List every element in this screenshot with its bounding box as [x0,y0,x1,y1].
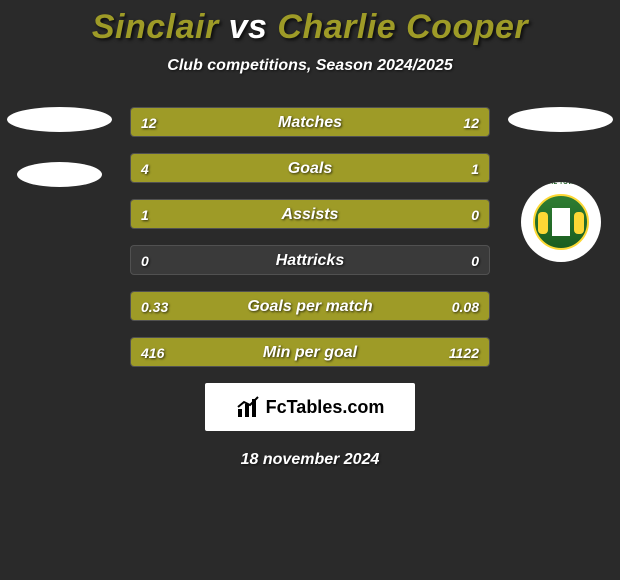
player2-photo-placeholder [508,107,613,132]
stat-value-right: 0 [471,200,479,229]
subtitle: Club competitions, Season 2024/2025 [0,57,620,75]
stat-row: Goals4 1 [130,153,490,183]
crest-ring-text: OVIL TOWN [521,182,601,186]
vs-text: vs [229,8,268,46]
snapshot-date: 18 november 2024 [0,451,620,469]
stat-value-right: 12 [463,108,479,137]
stat-value-left: 12 [141,108,157,137]
crest-tower-icon [552,208,570,236]
stat-value-left: 0 [141,246,149,275]
player1-badge [7,107,112,257]
stat-label: Hattricks [131,246,489,275]
stat-label: Goals per match [131,292,489,321]
stat-bars: Matches1212Goals41Assists10Hattricks00Go… [130,107,490,367]
stat-value-right: 0 [471,246,479,275]
stat-label: Assists [131,200,489,229]
stat-value-right: 1 [471,154,479,183]
fctables-text: FcTables.com [266,397,385,418]
stat-value-left: 416 [141,338,164,367]
fctables-logo: FcTables.com [205,383,415,431]
player1-name: Sinclair [92,8,219,46]
stat-row: Assists1 0 [130,199,490,229]
player1-club-placeholder [17,162,102,187]
comparison-title: Sinclair vs Charlie Cooper [0,8,620,47]
stats-icon [236,395,260,419]
stat-row: Goals per match0.33 0.08 [130,291,490,321]
stat-value-right: 0.08 [452,292,479,321]
stat-label: Goals [131,154,489,183]
player2-club-crest: OVIL TOWN [521,182,601,262]
stat-value-left: 0.33 [141,292,168,321]
stat-label: Min per goal [131,338,489,367]
player2-badge: OVIL TOWN [508,107,613,257]
stat-value-left: 1 [141,200,149,229]
player1-photo-placeholder [7,107,112,132]
stat-row: Matches12 12 [130,107,490,137]
stat-value-right: 1122 [449,338,479,367]
stat-row: Min per goal416 1122 [130,337,490,367]
stat-value-left: 4 [141,154,149,183]
stat-row: Hattricks0 0 [130,245,490,275]
player2-name: Charlie Cooper [277,8,528,46]
stat-label: Matches [131,108,489,137]
